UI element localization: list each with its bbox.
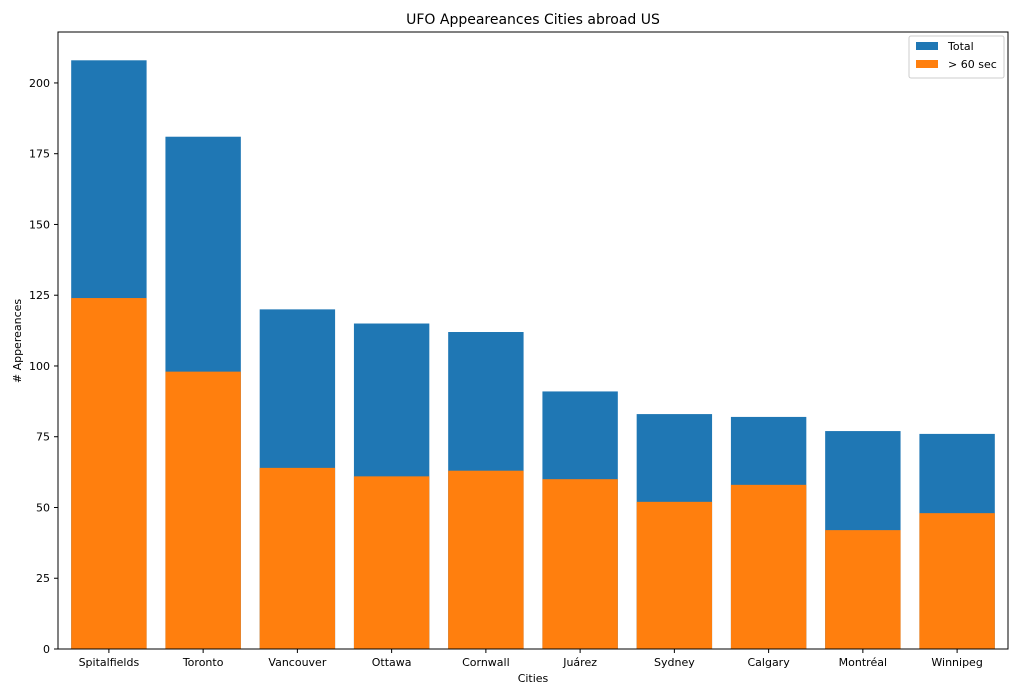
bar-over-60-sec-winnipeg — [919, 513, 995, 649]
x-tick-label-juarez: Juárez — [562, 656, 597, 669]
bars-layer — [71, 60, 995, 650]
bar-over-60-sec-sydney — [636, 501, 713, 649]
y-tick-label: 50 — [36, 501, 50, 514]
bar-over-60-sec-ottawa — [353, 476, 430, 649]
y-tick-label: 175 — [29, 148, 50, 161]
bar-over-60-sec-montreal — [825, 530, 901, 649]
bar-over-60-sec-juarez — [542, 479, 618, 649]
plot-area-frame — [57, 31, 1009, 650]
y-axis-label: # Appereances — [11, 299, 24, 384]
bar-over-60-sec-toronto — [165, 371, 241, 649]
legend-swatch-over-60-sec — [916, 60, 938, 68]
bar-over-60-sec-calgary — [730, 484, 807, 649]
x-tick-label-spitalfields: Spitalfields — [79, 656, 140, 669]
y-tick-label: 25 — [36, 572, 50, 585]
chart-title: UFO Appeareances Cities abroad US — [406, 12, 660, 28]
x-tick-label-winnipeg: Winnipeg — [931, 656, 982, 669]
y-tick-label: 100 — [29, 360, 50, 373]
x-axis-label: Cities — [518, 672, 549, 685]
x-tick-label-calgary: Calgary — [747, 656, 790, 669]
legend-label-over-60-sec: > 60 sec — [948, 58, 997, 71]
bar-over-60-sec-cornwall — [448, 470, 524, 649]
x-axis: Spitalfields Toronto Vancouver Ottawa Cornwa… — [79, 649, 983, 669]
x-tick-label-toronto: Toronto — [182, 656, 224, 669]
x-tick-label-ottawa: Ottawa — [372, 656, 412, 669]
x-tick-label-cornwall: Cornwall — [462, 656, 510, 669]
legend-label-total: Total — [947, 40, 974, 53]
y-tick-label: 150 — [29, 218, 50, 231]
y-tick-label: 75 — [36, 431, 50, 444]
bar-over-60-sec-vancouver — [259, 467, 336, 649]
y-tick-label: 200 — [29, 77, 50, 90]
y-axis: 0 25 50 75 100 125 150 175 200 — [29, 77, 58, 656]
x-tick-label-montreal: Montréal — [839, 656, 887, 669]
legend: Total > 60 sec — [908, 35, 1005, 79]
y-tick-label: 0 — [43, 643, 50, 656]
y-tick-label: 125 — [29, 289, 50, 302]
x-tick-label-vancouver: Vancouver — [268, 656, 326, 669]
bar-over-60-sec-spitalfields — [71, 298, 147, 649]
x-tick-label-sydney: Sydney — [654, 656, 695, 669]
legend-swatch-total — [916, 42, 938, 50]
